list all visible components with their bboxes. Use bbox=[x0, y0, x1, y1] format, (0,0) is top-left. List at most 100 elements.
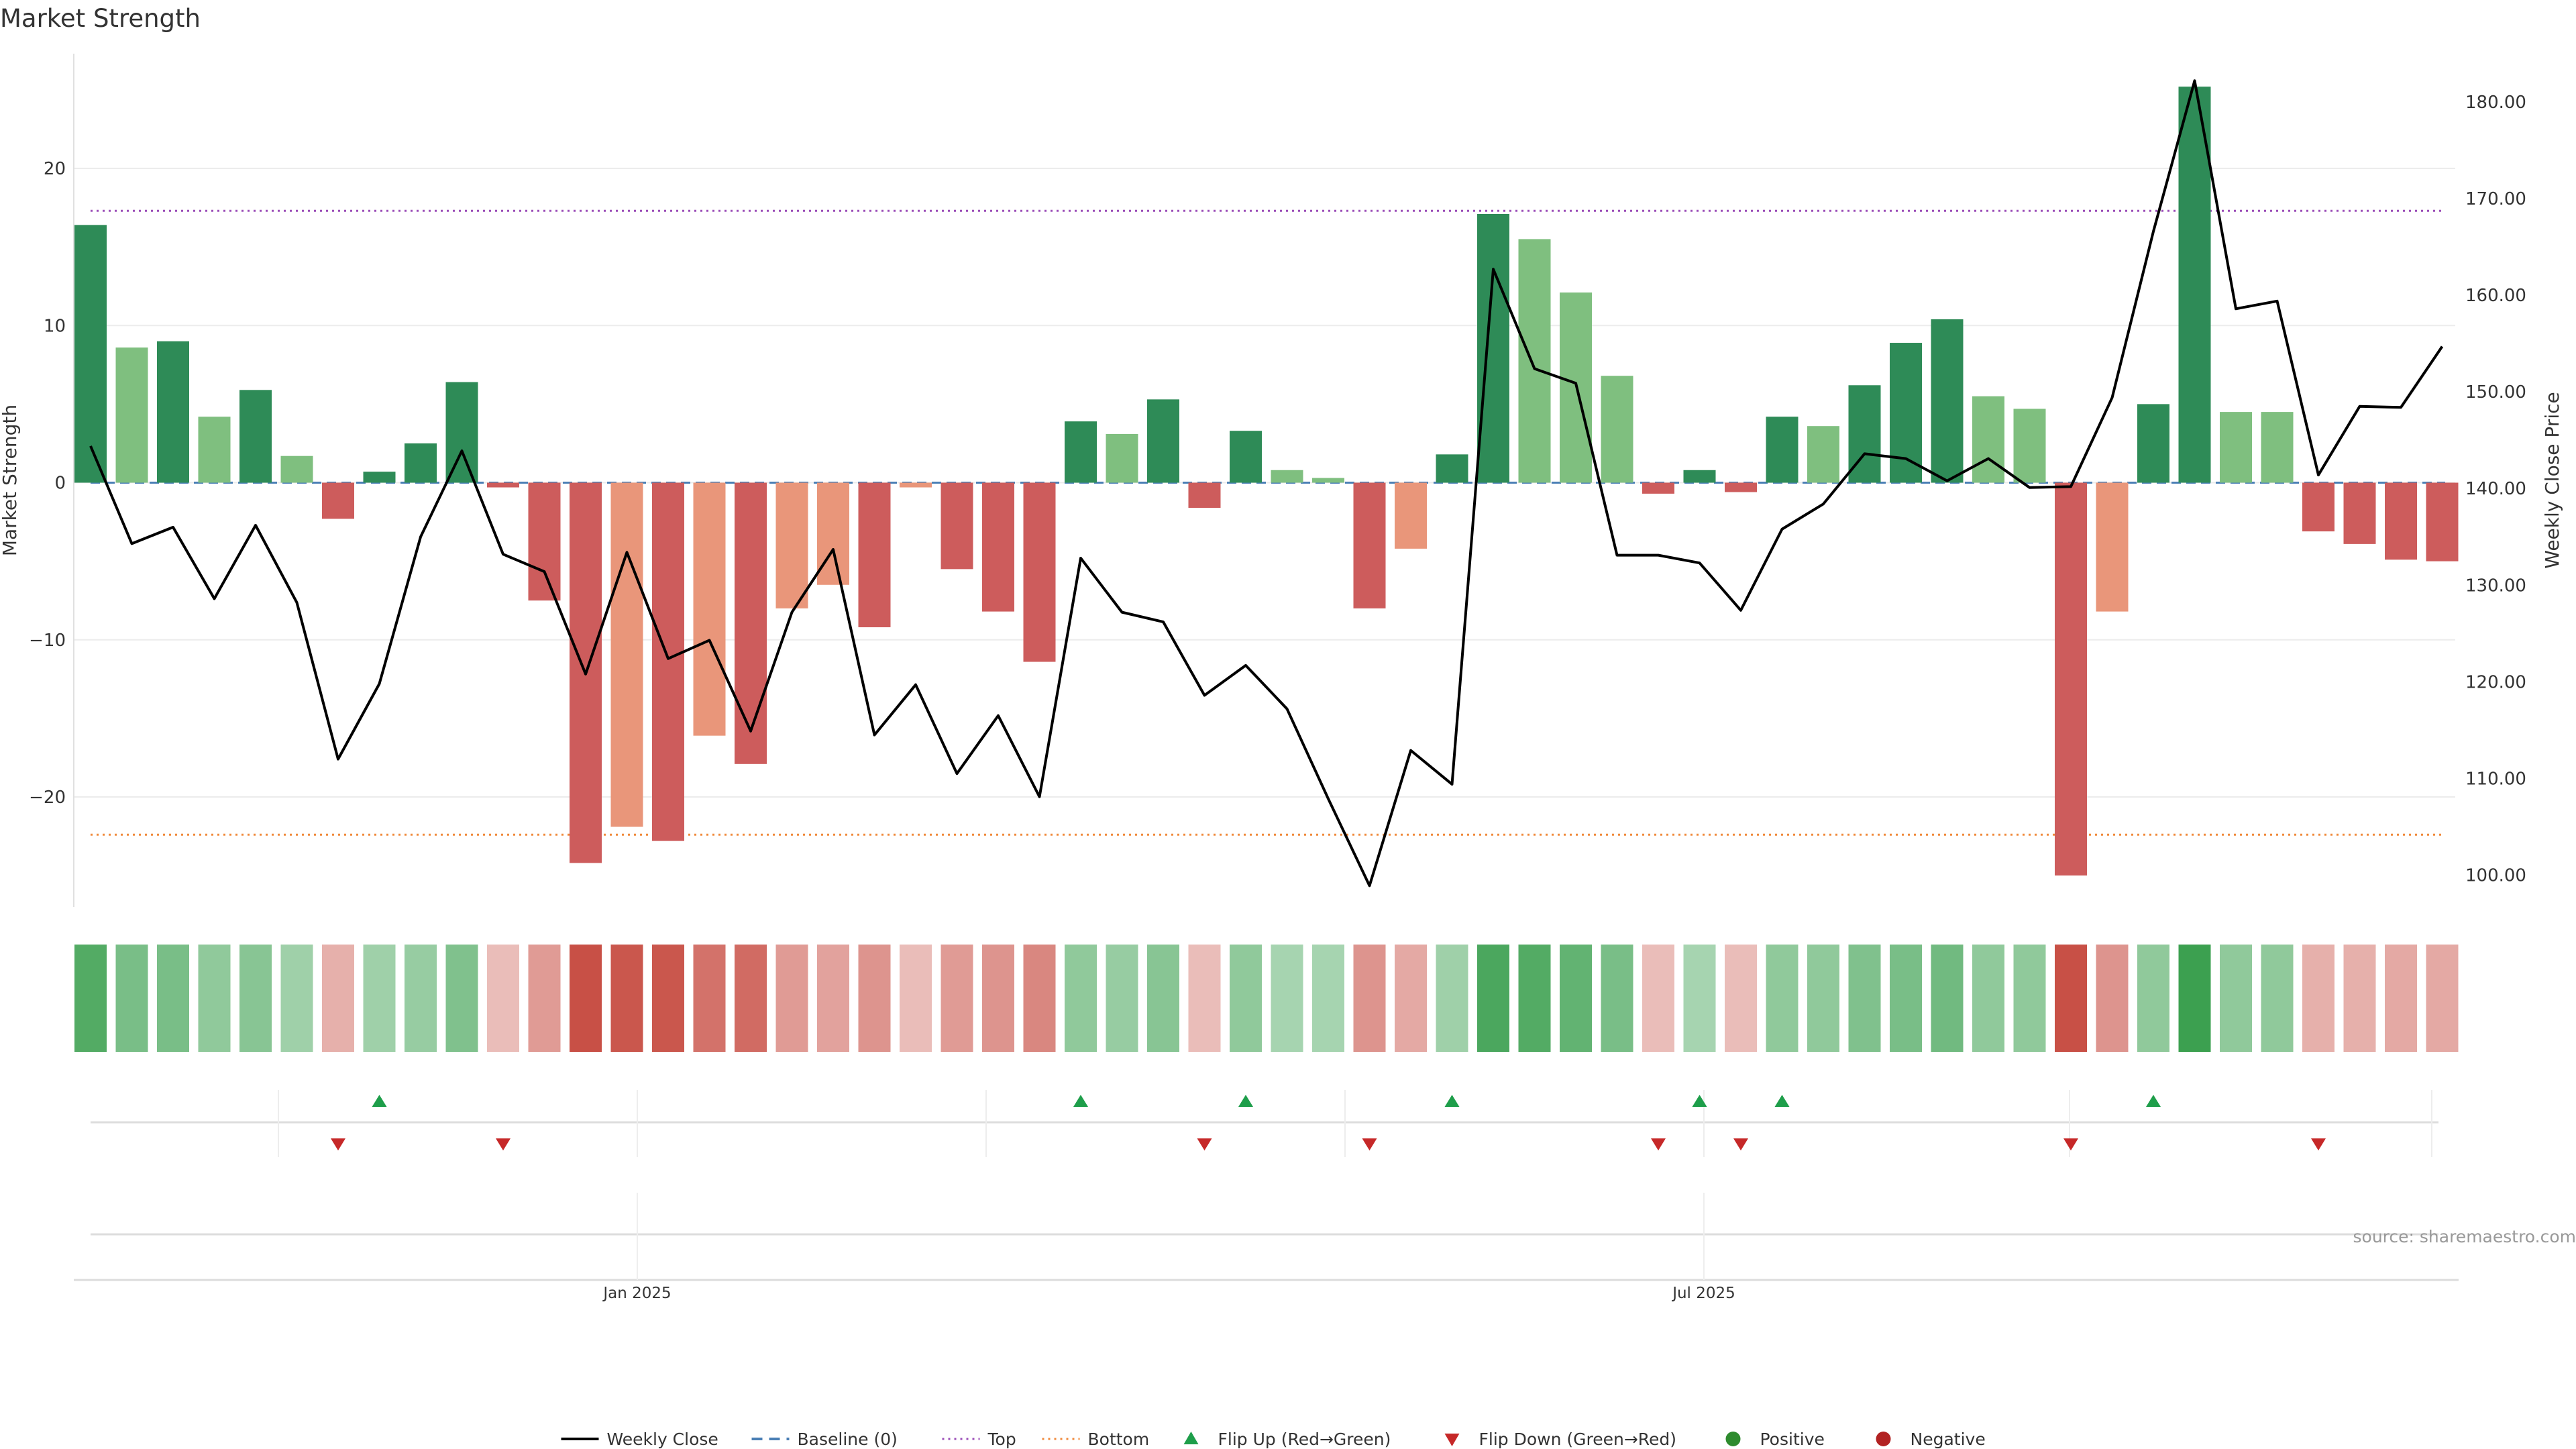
left-y-axis: −20 −10 0 10 20 bbox=[29, 54, 74, 907]
heat-cell bbox=[2302, 945, 2334, 1052]
right-tick-label: 160.00 bbox=[2465, 286, 2526, 306]
right-tick-label: 170.00 bbox=[2465, 189, 2526, 209]
flip-down-marker bbox=[1651, 1138, 1666, 1150]
x-tick-label-jul-2025: Jul 2025 bbox=[1671, 1285, 1735, 1302]
heat-cell bbox=[941, 945, 973, 1052]
strength-bar bbox=[322, 482, 354, 519]
strength-bar bbox=[1518, 239, 1551, 483]
strength-bar bbox=[1931, 319, 1964, 483]
heat-cell bbox=[487, 945, 519, 1052]
legend-item: Flip Down (Green→Red) bbox=[1444, 1430, 1677, 1449]
heat-cell bbox=[405, 945, 437, 1052]
legend-label: Flip Up (Red→Green) bbox=[1218, 1430, 1391, 1449]
legend-item: Negative bbox=[1876, 1430, 1986, 1449]
heat-cell bbox=[1188, 945, 1221, 1052]
flip-down-marker bbox=[1733, 1138, 1748, 1150]
bottom-timeline-panel bbox=[74, 1193, 2459, 1281]
left-tick-label: 20 bbox=[44, 159, 66, 179]
heat-cell bbox=[1931, 945, 1964, 1052]
strength-bar bbox=[239, 390, 272, 483]
heat-cell bbox=[1271, 945, 1303, 1052]
heat-cell bbox=[322, 945, 354, 1052]
strength-bar bbox=[1065, 421, 1097, 483]
heat-cell bbox=[1807, 945, 1839, 1052]
heat-cell bbox=[198, 945, 231, 1052]
strength-bar bbox=[2055, 482, 2087, 876]
strength-bar bbox=[1271, 470, 1303, 483]
heat-cell bbox=[2013, 945, 2046, 1052]
heat-cell bbox=[775, 945, 808, 1052]
legend-swatch bbox=[1876, 1432, 1891, 1446]
strength-bar bbox=[2302, 482, 2334, 532]
legend-label: Flip Down (Green→Red) bbox=[1479, 1430, 1677, 1449]
heat-cell bbox=[2385, 945, 2417, 1052]
strength-bar bbox=[1601, 376, 1633, 483]
strength-bar bbox=[445, 382, 478, 483]
strength-bar bbox=[817, 482, 849, 585]
strength-bar bbox=[693, 482, 726, 736]
flip-down-marker bbox=[2063, 1138, 2078, 1150]
legend-item: Baseline (0) bbox=[751, 1430, 898, 1449]
strength-bar bbox=[735, 482, 767, 764]
strength-bar bbox=[1106, 433, 1138, 483]
heat-cell bbox=[2055, 945, 2087, 1052]
strength-bar bbox=[982, 482, 1014, 612]
flip-down-marker bbox=[496, 1138, 511, 1150]
strength-bar bbox=[1436, 454, 1468, 483]
heat-cell bbox=[982, 945, 1014, 1052]
flip-down-marker bbox=[2311, 1138, 2326, 1150]
strength-bar bbox=[1312, 478, 1344, 483]
heat-cell bbox=[1023, 945, 1056, 1052]
strength-bar bbox=[1890, 343, 1922, 483]
heat-cell bbox=[1147, 945, 1179, 1052]
heat-cell bbox=[2137, 945, 2169, 1052]
strength-bar bbox=[1683, 470, 1716, 483]
heat-cell bbox=[1518, 945, 1551, 1052]
legend-swatch bbox=[1183, 1432, 1199, 1444]
heat-cell bbox=[735, 945, 767, 1052]
heat-cell bbox=[280, 945, 313, 1052]
legend-swatch bbox=[1444, 1434, 1460, 1446]
strength-bar bbox=[487, 482, 519, 488]
heat-cell bbox=[1312, 945, 1344, 1052]
flip-up-marker bbox=[1774, 1095, 1790, 1107]
flip-up-marker bbox=[1692, 1095, 1707, 1107]
heat-cell bbox=[1436, 945, 1468, 1052]
legend-item: Weekly Close bbox=[561, 1430, 718, 1449]
heat-cell bbox=[1560, 945, 1592, 1052]
strength-bar bbox=[2343, 482, 2376, 544]
flip-down-marker bbox=[331, 1138, 345, 1150]
right-tick-label: 100.00 bbox=[2465, 865, 2526, 885]
heat-cell bbox=[528, 945, 561, 1052]
right-y-axis: 100.00 110.00 120.00 130.00 140.00 150.00 160.… bbox=[2465, 93, 2526, 885]
strength-bar bbox=[2220, 412, 2252, 483]
legend-label: Baseline (0) bbox=[798, 1430, 898, 1449]
strength-bar bbox=[858, 482, 891, 628]
flip-up-marker bbox=[2146, 1095, 2161, 1107]
legend-label: Top bbox=[987, 1430, 1016, 1449]
strength-bar bbox=[1642, 482, 1674, 494]
flip-up-marker bbox=[1073, 1095, 1088, 1107]
strength-bar bbox=[2013, 409, 2046, 483]
strength-bar bbox=[1766, 417, 1799, 483]
heat-cell bbox=[115, 945, 148, 1052]
heat-cell bbox=[1642, 945, 1674, 1052]
heat-cell bbox=[1106, 945, 1138, 1052]
right-tick-label: 140.00 bbox=[2465, 479, 2526, 499]
heat-cell bbox=[2426, 945, 2459, 1052]
source-note: source: sharemaestro.com bbox=[2353, 1227, 2576, 1246]
flip-down-marker bbox=[1197, 1138, 1212, 1150]
legend-item: Positive bbox=[1725, 1430, 1825, 1449]
flip-up-marker bbox=[1238, 1095, 1253, 1107]
left-tick-label: 0 bbox=[54, 474, 66, 494]
heat-cell bbox=[817, 945, 849, 1052]
strength-bar bbox=[2385, 482, 2417, 560]
strength-bar bbox=[1807, 426, 1839, 483]
heat-cell bbox=[652, 945, 684, 1052]
strength-bar bbox=[941, 482, 973, 570]
strength-bar bbox=[405, 443, 437, 483]
heat-cell bbox=[2096, 945, 2129, 1052]
heat-cell bbox=[858, 945, 891, 1052]
heat-cell bbox=[1848, 945, 1881, 1052]
